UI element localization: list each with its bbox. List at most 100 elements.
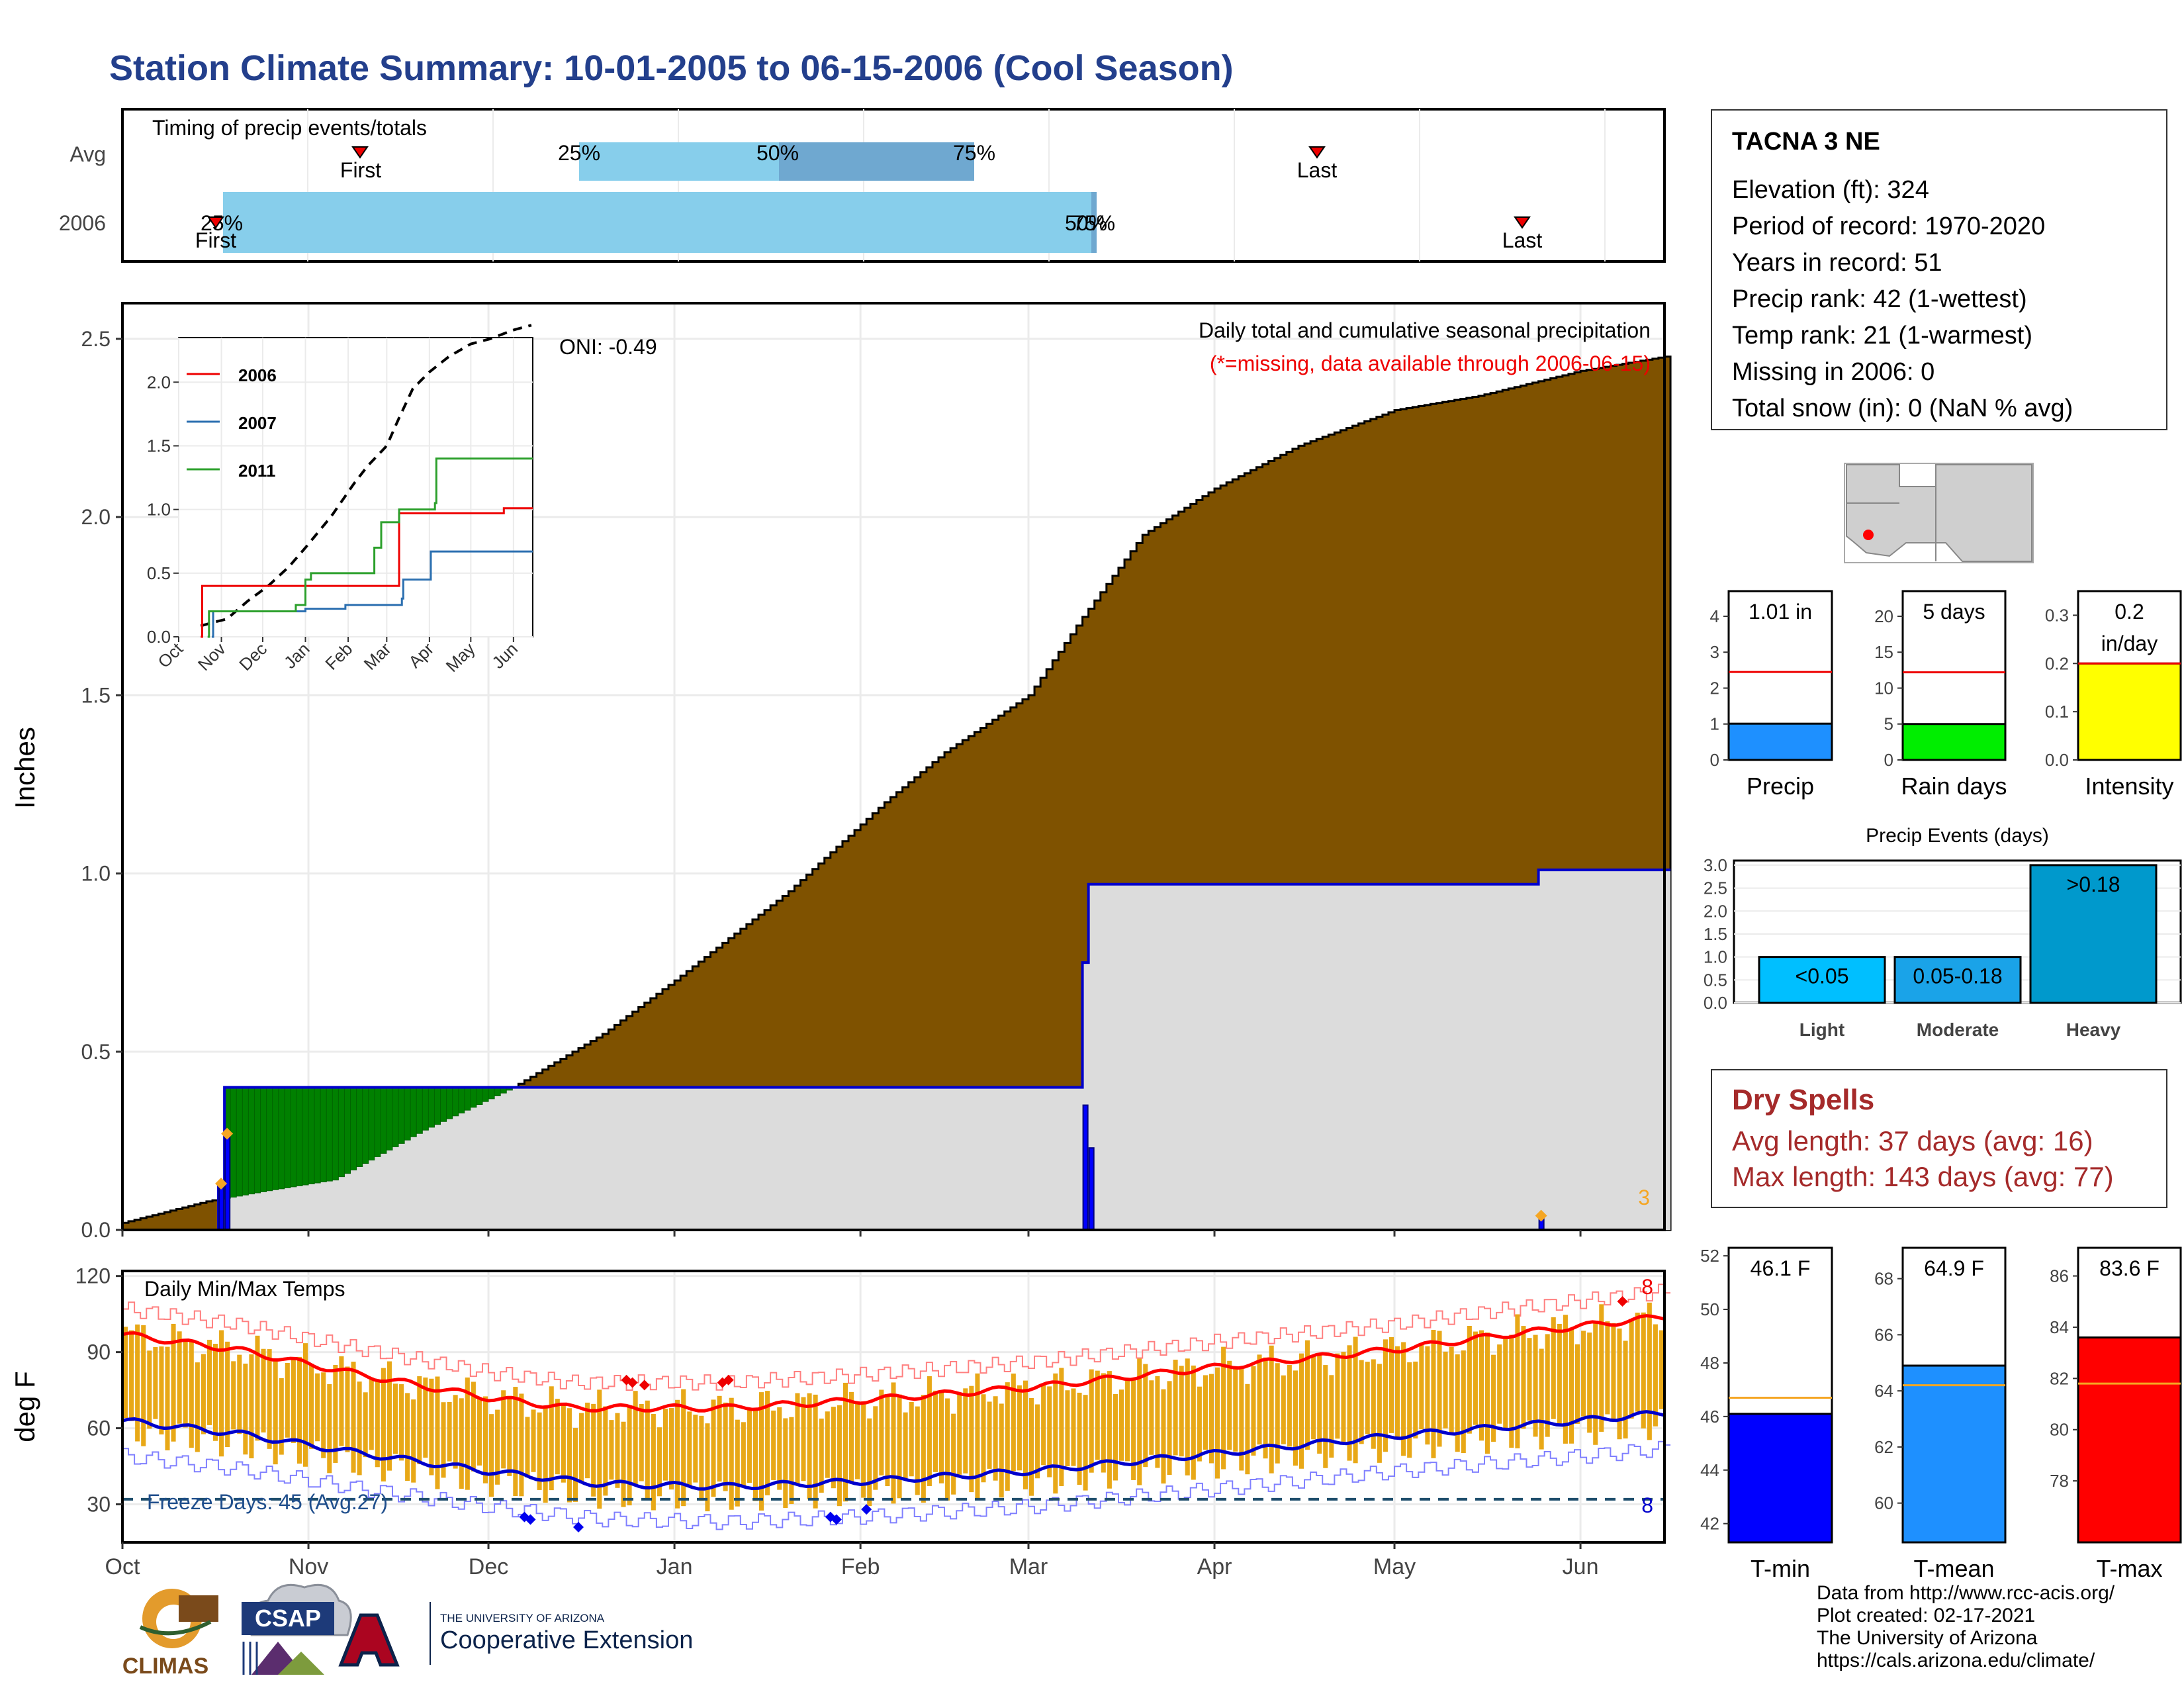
temp-min-mini-ytick-label: 52 xyxy=(1700,1246,1719,1266)
temp-range-bar xyxy=(627,1405,632,1506)
yr-p25-label: 25% xyxy=(201,211,243,235)
temp-range-bar xyxy=(327,1383,332,1474)
temp-range-bar xyxy=(657,1427,662,1497)
record-high-marker xyxy=(639,1380,650,1391)
temp-range-bar xyxy=(1599,1304,1604,1432)
temp-range-bar xyxy=(339,1356,344,1446)
temp-range-bar xyxy=(381,1368,386,1481)
avg-last-label: Last xyxy=(1297,158,1338,182)
temp-range-bar xyxy=(993,1396,998,1481)
temp-range-bar xyxy=(1185,1358,1190,1476)
intensity-mini-ytick-label: 0.3 xyxy=(2045,605,2069,625)
raindays-mini: 0 5 10 15 20 5 days Rain days xyxy=(1874,590,2007,800)
temp-range-bar xyxy=(681,1389,686,1507)
temp-range-bar xyxy=(885,1394,890,1487)
legend-2011: 2011 xyxy=(238,461,275,481)
temp-range-bar xyxy=(405,1393,410,1481)
precip-event-count: 3 xyxy=(1638,1186,1650,1209)
temp-range-bar xyxy=(1539,1348,1544,1450)
dry-spells-avg: Avg length: 37 days (avg: 16) xyxy=(1732,1125,2093,1156)
temp-range-bar xyxy=(879,1389,884,1476)
temp-range-bar xyxy=(459,1398,464,1489)
intensity-mini-ytick-label: 0.2 xyxy=(2045,653,2069,673)
temp-range-bar xyxy=(567,1408,572,1503)
precip-mini-ytick-label: 1 xyxy=(1710,714,1719,734)
temp-range-bar xyxy=(453,1395,458,1469)
temp-range-bar xyxy=(1137,1358,1142,1485)
temp-range-bar xyxy=(759,1392,764,1511)
temp-max-mini-ytick-label: 84 xyxy=(2050,1317,2069,1337)
yr-range-50-75 xyxy=(1091,192,1097,253)
inset-ytick-label: 2.0 xyxy=(147,372,171,392)
precip-mini: 0 1 2 3 4 1.01 in Precip xyxy=(1710,590,1833,800)
temp-range-bar xyxy=(633,1391,638,1486)
temp-min-mini-value: 46.1 F xyxy=(1751,1256,1811,1280)
cumulative-observed-area xyxy=(122,870,1671,1230)
temp-range-bar xyxy=(129,1330,134,1421)
events-bar-label: 0.05-0.18 xyxy=(1913,964,2002,988)
avg-first-marker xyxy=(351,146,369,159)
temp-range-bar xyxy=(957,1394,962,1475)
intensity-mini-bar xyxy=(2077,662,2182,761)
temp-range-bar xyxy=(1118,1389,1124,1461)
temp-range-bar xyxy=(921,1395,926,1503)
temp-range-bar xyxy=(291,1359,296,1443)
footer-credits: Data from http://www.rcc-acis.org/ Plot … xyxy=(1817,1582,2115,1672)
temp-range-bar xyxy=(255,1335,260,1441)
temp-range-bar xyxy=(1388,1336,1394,1433)
temp-xtick-label: Jun xyxy=(1563,1554,1599,1579)
temp-range-bar xyxy=(345,1366,350,1452)
legend-2006: 2006 xyxy=(238,365,277,385)
temp-mean-mini-label: T-mean xyxy=(1913,1555,1994,1582)
raindays-mini-ytick-label: 15 xyxy=(1874,642,1893,662)
temp-range-bar xyxy=(867,1418,872,1507)
temp-range-bar xyxy=(1527,1338,1532,1421)
temp-range-bar xyxy=(1251,1366,1256,1456)
event-marker xyxy=(1535,1209,1547,1222)
temp-range-bar xyxy=(1113,1394,1118,1481)
temp-range-bar xyxy=(153,1347,158,1419)
temp-xtick-label: Oct xyxy=(105,1554,140,1579)
temp-range-bar xyxy=(351,1362,356,1473)
precip-mini-bar xyxy=(1727,722,1833,761)
temp-range-bar xyxy=(729,1397,734,1510)
temp-mean-mini-ytick-label: 66 xyxy=(1874,1325,1893,1344)
temp-range-bar xyxy=(795,1393,800,1485)
record-low-marker xyxy=(831,1514,842,1525)
temp-range-bar xyxy=(1197,1386,1202,1462)
temp-range-bar xyxy=(189,1341,194,1448)
temp-range-bar xyxy=(597,1389,602,1509)
temp-range-bar xyxy=(1383,1339,1388,1452)
temp-range-bar xyxy=(1065,1390,1070,1467)
climas-text: CLIMAS xyxy=(122,1654,208,1679)
temp-range-bar xyxy=(507,1395,512,1476)
temp-range-bar xyxy=(1551,1317,1556,1419)
temp-range-bar xyxy=(693,1415,698,1483)
temp-range-bar xyxy=(1149,1380,1154,1455)
temp-range-bar xyxy=(1083,1395,1088,1491)
yr-last-marker xyxy=(1514,216,1531,229)
temp-min-mini-bar xyxy=(1727,1413,1833,1544)
temp-range-bar xyxy=(375,1381,380,1468)
temp-range-bar xyxy=(1059,1368,1064,1486)
state-shapes xyxy=(1846,464,2032,562)
inset-series-2011 xyxy=(207,457,533,638)
temp-range-bar xyxy=(549,1386,554,1491)
temp-range-bar xyxy=(1269,1345,1274,1474)
temp-range-bar xyxy=(1047,1386,1052,1477)
raindays-mini-ytick-label: 20 xyxy=(1874,606,1893,626)
climas-logo: CLIMAS xyxy=(122,1589,218,1679)
temp-range-bar xyxy=(267,1349,272,1449)
daily-precip-bar xyxy=(1088,1147,1095,1231)
events-ytick-label: 0.0 xyxy=(1704,993,1727,1013)
record-low-marker xyxy=(573,1522,584,1533)
temp-range-bar xyxy=(477,1397,482,1466)
temp-range-bar xyxy=(987,1401,992,1469)
temp-plot xyxy=(122,1284,1671,1533)
temp-range-bar xyxy=(135,1324,140,1442)
temp-x-axis: Oct Nov Dec Jan Feb Mar Apr May Jun xyxy=(105,1542,1599,1579)
temp-range-bar xyxy=(752,1410,758,1501)
temp-range-bar xyxy=(392,1383,398,1454)
